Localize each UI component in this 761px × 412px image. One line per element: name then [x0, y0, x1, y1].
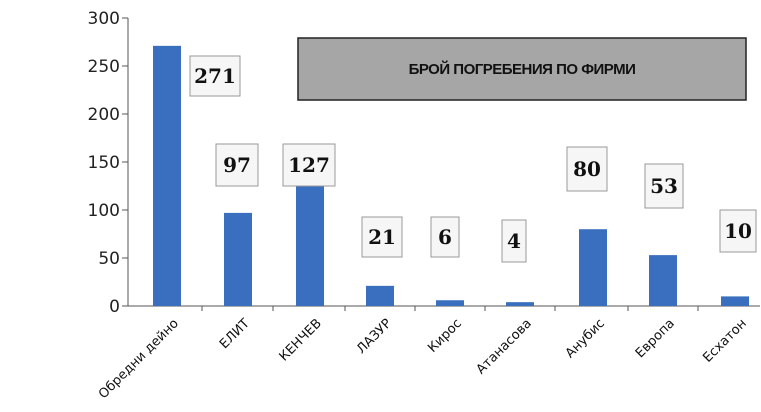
- chart-title-box: БРОЙ ПОГРЕБЕНИЯ ПО ФИРМИ: [297, 37, 747, 101]
- y-tick-label: 50: [98, 249, 120, 269]
- x-tick-label: Атанасова: [474, 316, 535, 377]
- data-label-box: [282, 143, 336, 187]
- x-tick-label: Анубис: [563, 316, 608, 361]
- y-tick-label: 300: [88, 9, 120, 29]
- data-label-box: [719, 209, 757, 253]
- chart-title: БРОЙ ПОГРЕБЕНИЯ ПО ФИРМИ: [409, 60, 636, 78]
- bar: [296, 184, 324, 306]
- x-tick-label: Есхатон: [700, 316, 750, 366]
- data-labels: 271 97 127 21 6 4 80 53 10: [189, 55, 757, 263]
- y-tick-label: 100: [88, 201, 120, 221]
- data-label: 127: [288, 153, 330, 177]
- bar: [436, 300, 464, 306]
- data-label: 80: [573, 157, 601, 181]
- y-tick-label: 150: [88, 153, 120, 173]
- data-label-box: [501, 219, 527, 263]
- data-label: 4: [507, 229, 521, 253]
- data-label-box: [189, 55, 241, 97]
- bar: [579, 229, 607, 306]
- x-tick-label: ЛАЗУР: [354, 316, 395, 357]
- data-label-box: [430, 216, 460, 258]
- y-tick-label: 0: [109, 297, 120, 317]
- data-label: 271: [194, 64, 236, 88]
- data-label-box: [215, 143, 259, 187]
- bars: [153, 45, 749, 307]
- x-tick-label: КЕНЧЕВ: [277, 316, 325, 364]
- bar: [224, 212, 252, 306]
- data-label: 53: [650, 174, 678, 198]
- data-label: 97: [223, 153, 251, 177]
- y-tick-label: 200: [88, 105, 120, 125]
- data-label: 10: [724, 219, 752, 243]
- data-label: 6: [438, 225, 452, 249]
- bar: [506, 302, 534, 306]
- data-label-box: [566, 146, 608, 192]
- bar: [366, 285, 394, 306]
- bar: [153, 45, 181, 307]
- data-label-box: [361, 216, 403, 258]
- x-tick-label: Европа: [633, 316, 678, 361]
- bar: [649, 255, 677, 306]
- data-label: 21: [368, 225, 396, 249]
- x-tick-label: Обредни дейно: [96, 316, 182, 402]
- x-tick-label: ЕЛИТ: [217, 316, 253, 352]
- y-tick-label: 250: [88, 57, 120, 77]
- x-tick-label: Кирос: [425, 316, 465, 356]
- data-label-box: [644, 163, 684, 209]
- bar: [721, 296, 749, 306]
